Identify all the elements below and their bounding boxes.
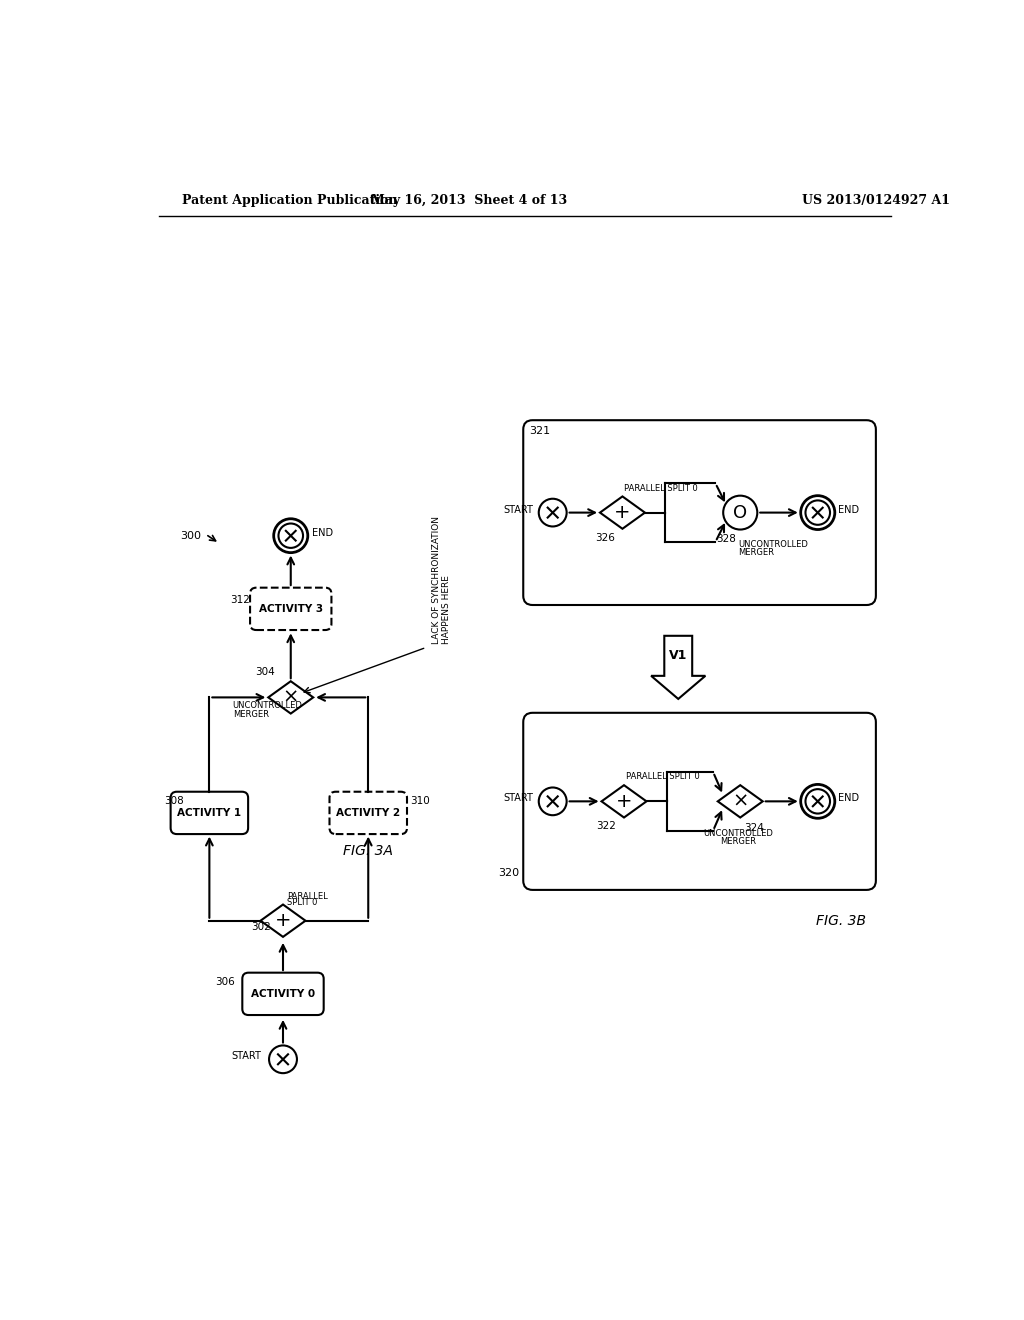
- Text: 324: 324: [744, 822, 764, 833]
- Text: 312: 312: [230, 595, 250, 605]
- Text: START: START: [504, 504, 534, 515]
- Text: END: END: [838, 793, 859, 804]
- Polygon shape: [601, 785, 646, 817]
- Polygon shape: [268, 681, 313, 714]
- Circle shape: [539, 788, 566, 816]
- Text: PARALLEL: PARALLEL: [287, 892, 328, 900]
- Text: 322: 322: [596, 821, 616, 832]
- Circle shape: [269, 1045, 297, 1073]
- Text: ACTIVITY 1: ACTIVITY 1: [177, 808, 242, 818]
- Text: 300: 300: [180, 531, 202, 541]
- FancyBboxPatch shape: [523, 713, 876, 890]
- Circle shape: [273, 519, 308, 553]
- Text: +: +: [615, 792, 632, 810]
- Polygon shape: [718, 785, 763, 817]
- Text: 306: 306: [215, 977, 234, 987]
- Text: END: END: [312, 528, 334, 537]
- Polygon shape: [651, 636, 706, 700]
- Text: +: +: [614, 503, 631, 523]
- Text: O: O: [733, 504, 748, 521]
- Text: MERGER: MERGER: [232, 710, 268, 719]
- Text: ACTIVITY 2: ACTIVITY 2: [336, 808, 400, 818]
- Text: SPLIT 0: SPLIT 0: [287, 898, 317, 907]
- Text: UNCONTROLLED: UNCONTROLLED: [232, 701, 302, 710]
- Text: MERGER: MERGER: [738, 548, 774, 557]
- Text: END: END: [838, 504, 859, 515]
- Text: ACTIVITY 3: ACTIVITY 3: [259, 603, 323, 614]
- Text: ×: ×: [732, 792, 749, 810]
- Circle shape: [806, 500, 830, 525]
- Text: V1: V1: [669, 648, 687, 661]
- Text: START: START: [504, 793, 534, 804]
- FancyBboxPatch shape: [330, 792, 407, 834]
- Text: UNCONTROLLED: UNCONTROLLED: [703, 829, 773, 838]
- Text: 321: 321: [529, 426, 551, 437]
- Text: 308: 308: [165, 796, 184, 807]
- Circle shape: [279, 524, 303, 548]
- Text: UNCONTROLLED: UNCONTROLLED: [738, 540, 808, 549]
- FancyBboxPatch shape: [523, 420, 876, 605]
- Circle shape: [801, 784, 835, 818]
- FancyBboxPatch shape: [250, 587, 332, 630]
- Text: PARALLEL SPLIT 0: PARALLEL SPLIT 0: [626, 772, 699, 781]
- Text: ACTIVITY 0: ACTIVITY 0: [251, 989, 315, 999]
- Text: START: START: [231, 1051, 261, 1061]
- Text: PARALLEL SPLIT 0: PARALLEL SPLIT 0: [624, 483, 697, 492]
- Text: MERGER: MERGER: [720, 837, 756, 846]
- Polygon shape: [600, 496, 645, 529]
- Text: 302: 302: [252, 923, 271, 932]
- Circle shape: [806, 789, 830, 813]
- Circle shape: [723, 495, 758, 529]
- Text: ×: ×: [283, 688, 299, 708]
- Text: +: +: [274, 911, 291, 931]
- Text: 328: 328: [717, 535, 736, 544]
- Text: LACK OF SYNCHRONIZATION
HAPPENS HERE: LACK OF SYNCHRONIZATION HAPPENS HERE: [432, 516, 452, 644]
- Text: May 16, 2013  Sheet 4 of 13: May 16, 2013 Sheet 4 of 13: [371, 194, 567, 207]
- Text: US 2013/0124927 A1: US 2013/0124927 A1: [802, 194, 950, 207]
- Text: 326: 326: [595, 533, 614, 543]
- Text: Patent Application Publication: Patent Application Publication: [182, 194, 397, 207]
- Text: FIG. 3B: FIG. 3B: [816, 913, 866, 928]
- Text: FIG. 3A: FIG. 3A: [343, 845, 393, 858]
- Text: 320: 320: [499, 869, 519, 878]
- Text: 304: 304: [256, 668, 275, 677]
- Circle shape: [539, 499, 566, 527]
- FancyBboxPatch shape: [171, 792, 248, 834]
- Text: 310: 310: [410, 796, 430, 807]
- FancyBboxPatch shape: [243, 973, 324, 1015]
- Circle shape: [801, 495, 835, 529]
- Polygon shape: [260, 904, 305, 937]
